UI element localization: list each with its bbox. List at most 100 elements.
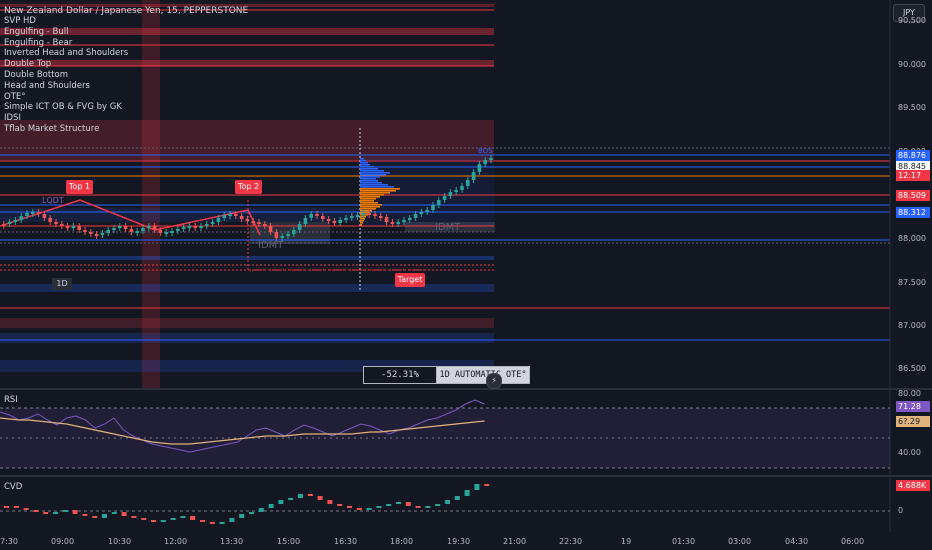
cvd-title[interactable]: CVD — [4, 482, 23, 492]
candle-body — [60, 224, 64, 226]
indicator-svp[interactable]: SVP HD — [4, 16, 36, 26]
candle-body — [448, 192, 453, 196]
lightning-icon[interactable]: ⚡ — [486, 373, 502, 389]
candle-body — [367, 213, 371, 215]
resistance-zone — [0, 60, 494, 66]
price-label-ask: 88.876 — [896, 150, 930, 161]
cvd-bar — [474, 484, 480, 490]
price-tick: 87.000 — [898, 321, 926, 330]
candle-body — [216, 218, 221, 222]
rsi-ma-value: 6?.29 — [896, 416, 930, 427]
candle-body — [303, 218, 308, 224]
candle-body — [199, 226, 203, 228]
rsi-ma-line — [0, 417, 485, 445]
cvd-bar — [405, 502, 411, 506]
indicator-list: SVP HD Engulfing - Bull Engulfing - Bear… — [4, 16, 128, 135]
volume-profile-bar — [360, 196, 380, 198]
symbol-title[interactable]: New Zealand Dollar / Japanese Yen, 15, P… — [4, 6, 249, 16]
indicator-hs[interactable]: Head and Shoulders — [4, 80, 90, 91]
volume-profile-bar — [360, 168, 378, 170]
indicator-inverted-hs[interactable]: Inverted Head and Shoulders — [4, 48, 129, 59]
candle-body — [489, 158, 493, 160]
price-candles — [2, 155, 493, 241]
cvd-bar — [219, 522, 225, 524]
volume-profile-bar — [360, 210, 372, 212]
candle-body — [83, 230, 87, 232]
time-tick: 10:30 — [108, 537, 132, 546]
indicator-double-bottom[interactable]: Double Bottom — [4, 69, 68, 80]
indicator-idsi[interactable]: IDSI — [4, 113, 21, 124]
time-tick: 7:30 — [0, 537, 18, 546]
candle-body — [332, 221, 337, 223]
cvd-bar — [445, 500, 450, 504]
candle-body — [466, 180, 470, 186]
time-tick: 16:30 — [334, 537, 358, 546]
indicator-tflab[interactable]: Tflab Market Structure — [4, 123, 100, 134]
currency-badge[interactable]: JPY — [893, 4, 925, 22]
volume-profile-bar — [360, 206, 380, 208]
cvd-value: 4.688K — [896, 480, 930, 491]
rsi-tick: 40.00 — [898, 448, 921, 457]
indicator-ote[interactable]: OTE° — [4, 91, 26, 102]
candle-body — [239, 216, 244, 219]
candle-body — [164, 232, 168, 234]
ote-percent-box: -52.31% — [363, 366, 437, 384]
volume-profile-bar — [360, 186, 394, 188]
cvd-bar — [62, 510, 68, 512]
candle-body — [25, 213, 29, 216]
cvd-bar — [464, 490, 470, 496]
volume-profile-bar — [360, 218, 365, 220]
countdown-label: 12:17 — [896, 170, 930, 181]
candle-body — [13, 220, 18, 222]
candle-body — [54, 222, 58, 224]
cvd-bar — [151, 520, 156, 522]
cvd-bar — [170, 518, 176, 520]
candle-body — [42, 214, 47, 218]
cvd-bar — [141, 518, 147, 520]
candle-body — [471, 172, 476, 180]
cvd-bar — [347, 506, 352, 508]
candle-body — [31, 212, 35, 214]
volume-profile-bar — [360, 202, 378, 204]
candle-body — [7, 222, 12, 224]
cvd-bar — [278, 500, 284, 504]
cvd-bar — [327, 500, 333, 504]
cvd-bar — [160, 520, 166, 522]
price-tick: 89.500 — [898, 103, 926, 112]
indicator-ict-ob[interactable]: Simple ICT OB & FVG by GK — [4, 102, 122, 113]
cvd-bar — [258, 508, 264, 512]
cvd-bar — [376, 506, 382, 508]
candle-body — [355, 215, 360, 217]
lqdt-label: LQDT — [42, 196, 64, 205]
indicator-double-top[interactable]: Double Top — [4, 59, 52, 70]
candle-body — [129, 229, 134, 232]
cvd-bar — [307, 494, 313, 496]
volume-profile-bar — [360, 180, 378, 182]
price-label-bid: 88.312 — [896, 207, 930, 218]
resistance-zone — [0, 4, 494, 7]
rsi-title[interactable]: RSI — [4, 395, 18, 405]
cvd-bar — [33, 510, 39, 512]
candle-body — [384, 217, 389, 222]
idmt-label-2: IDMT — [435, 222, 461, 233]
volume-profile-bar — [360, 166, 374, 168]
idmt-label-1: IDMT — [258, 240, 284, 251]
cvd-bar — [13, 506, 19, 508]
cvd-bar — [180, 516, 186, 518]
support-zone — [0, 333, 494, 343]
price-label-level: 88.509 — [896, 190, 930, 201]
volume-profile-bar — [360, 162, 368, 164]
volume-profile-bar — [360, 170, 384, 172]
volume-profile-bar — [360, 220, 364, 222]
indicator-engulfing-bull[interactable]: Engulfing - Bull — [4, 26, 69, 37]
cvd-zero-tick: 0 — [898, 506, 904, 515]
time-tick: 21:00 — [503, 537, 527, 546]
volume-profile-bar — [360, 208, 376, 210]
top1-label: Top 1 — [66, 180, 93, 194]
candle-body — [390, 222, 395, 224]
cvd-bar — [396, 502, 401, 504]
cvd-bar — [366, 508, 372, 510]
candle-body — [181, 227, 186, 229]
indicator-engulfing-bear[interactable]: Engulfing - Bear — [4, 37, 73, 48]
